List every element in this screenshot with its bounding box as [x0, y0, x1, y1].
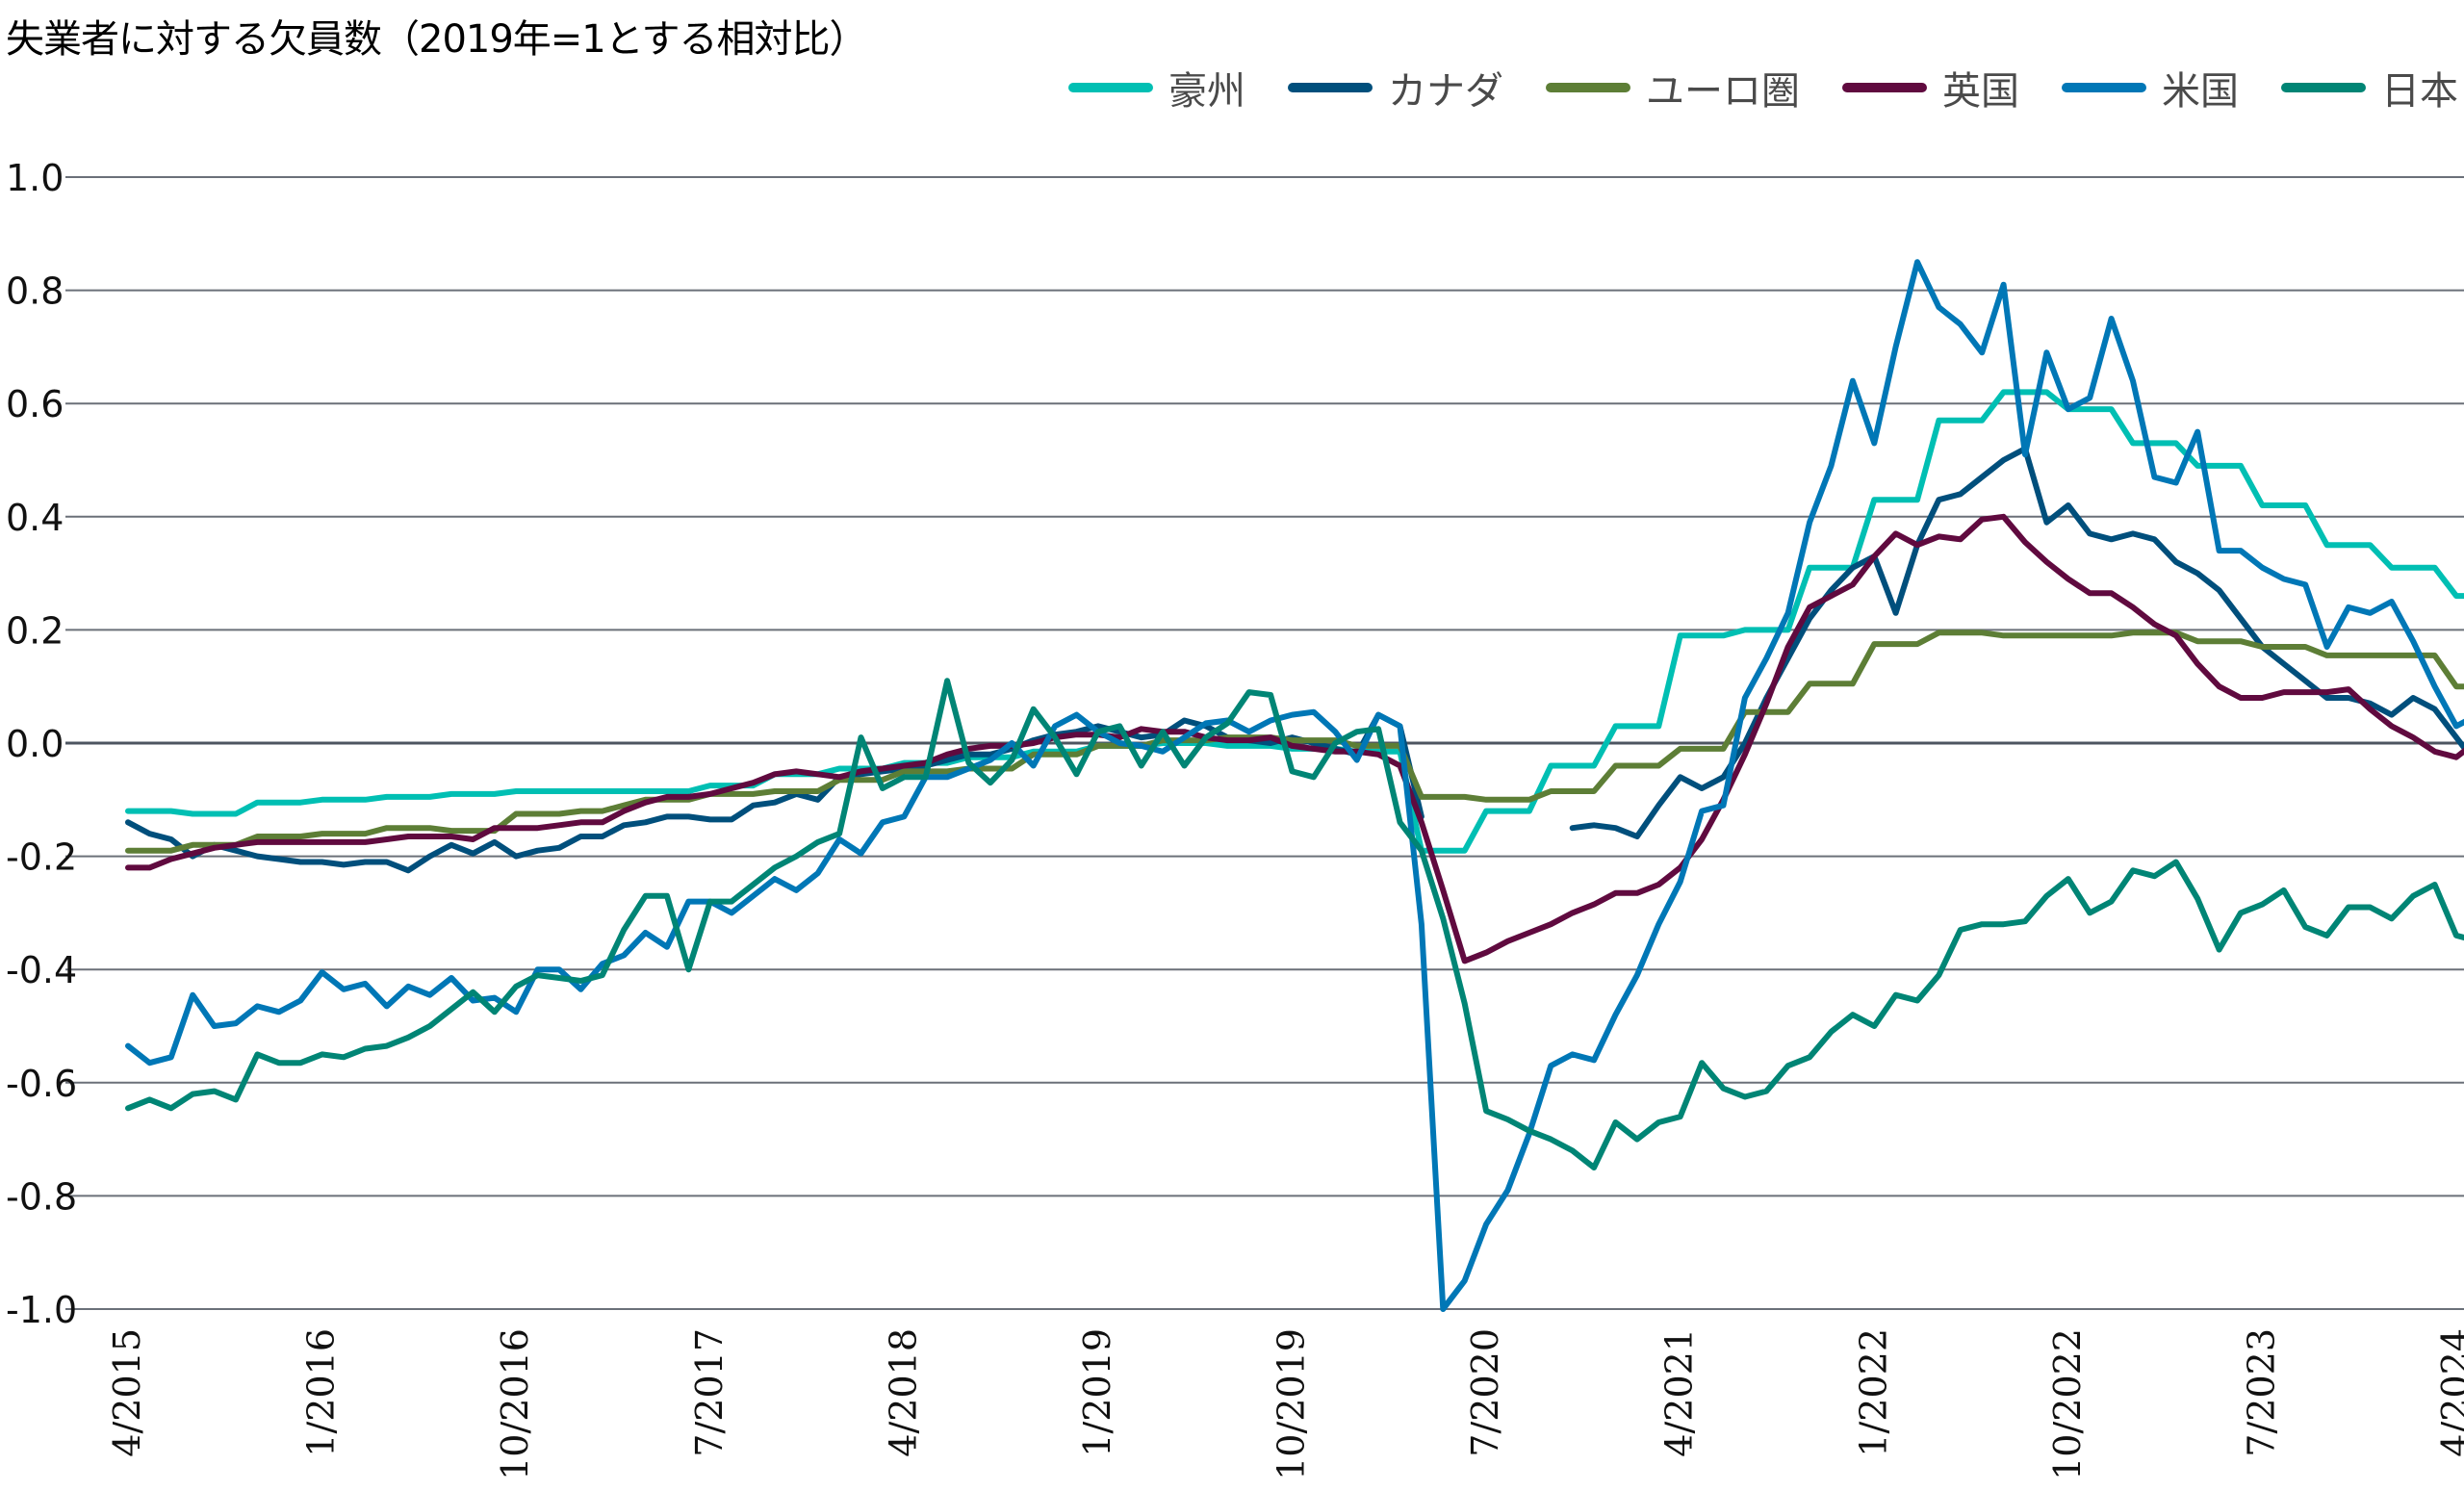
x-tick-label: 7/2020: [1464, 1328, 1506, 1457]
y-tick-label: -0.4: [6, 949, 77, 991]
y-tick-label: 0.2: [6, 609, 64, 652]
x-tick-label: 10/2022: [2046, 1328, 2089, 1480]
x-tick-label: 10/2019: [1270, 1328, 1313, 1480]
x-tick-label: 1/2016: [300, 1328, 343, 1457]
x-axis-ticks: 4/2015 1/2016 10/2016 7/2017 4/2018 1/2019 10/…: [106, 1328, 2464, 1480]
legend-item-eurozone: ユーロ圏: [1546, 60, 1800, 116]
x-tick-label: 7/2023: [2240, 1328, 2282, 1457]
gridlines: [65, 176, 2464, 1310]
legend-swatch-canada: [1288, 83, 1373, 92]
legend-swatch-japan: [2281, 83, 2366, 92]
y-tick-label: 0.6: [6, 383, 64, 425]
y-axis-ticks: 1.0 0.8 0.6 0.4 0.2 0.0 -0.2 -0.4 -0.6 -0.8 -1.0: [6, 157, 77, 1331]
series-line-0: [125, 389, 2464, 854]
chart-title: 失業者に対する欠員数（2019年=1とする相対比）: [6, 17, 868, 62]
y-tick-label: -0.2: [6, 836, 77, 879]
legend-item-japan: 日本: [2281, 60, 2458, 116]
x-tick-label: 4/2024: [2434, 1328, 2464, 1457]
x-tick-label: 7/2017: [688, 1328, 731, 1457]
y-tick-label: -0.6: [6, 1063, 77, 1105]
x-tick-label: 4/2018: [882, 1328, 924, 1457]
series-line-2: [125, 630, 2464, 854]
legend-swatch-us: [2062, 83, 2146, 92]
x-tick-label: 4/2015: [106, 1328, 148, 1457]
chart-legend: 豪州 カナダ ユーロ圏 英国 米国 日本: [1026, 60, 2458, 116]
series-line-4: [125, 259, 2464, 1312]
legend-label-australia: 豪州: [1168, 69, 1245, 114]
y-tick-label: 1.0: [6, 157, 64, 199]
series-line-3: [125, 513, 2464, 964]
legend-item-uk: 英国: [1842, 60, 2019, 116]
y-tick-label: -1.0: [6, 1289, 77, 1331]
legend-label-japan: 日本: [2381, 69, 2458, 114]
legend-swatch-uk: [1842, 83, 1927, 92]
legend-label-uk: 英国: [1942, 69, 2019, 114]
y-tick-label: 0.8: [6, 270, 64, 313]
x-tick-label: 1/2019: [1076, 1328, 1118, 1457]
legend-label-canada: カナダ: [1388, 69, 1503, 114]
series-line-5: [125, 678, 2464, 1170]
legend-item-canada: カナダ: [1288, 60, 1503, 116]
legend-swatch-eurozone: [1546, 83, 1630, 92]
x-tick-label: 1/2022: [1852, 1328, 1894, 1457]
legend-label-us: 米国: [2162, 69, 2239, 114]
y-tick-label: -0.8: [6, 1175, 77, 1218]
y-tick-label: 0.0: [6, 723, 64, 765]
legend-item-australia: 豪州: [1068, 60, 1245, 116]
legend-item-us: 米国: [2062, 60, 2239, 116]
y-tick-label: 0.4: [6, 497, 64, 539]
series-line-1: [1569, 446, 2464, 839]
series-lines: [125, 259, 2464, 1312]
x-tick-label: 10/2016: [494, 1328, 536, 1480]
legend-swatch-australia: [1068, 83, 1153, 92]
x-tick-label: 4/2021: [1658, 1328, 1701, 1457]
legend-label-eurozone: ユーロ圏: [1646, 69, 1800, 114]
